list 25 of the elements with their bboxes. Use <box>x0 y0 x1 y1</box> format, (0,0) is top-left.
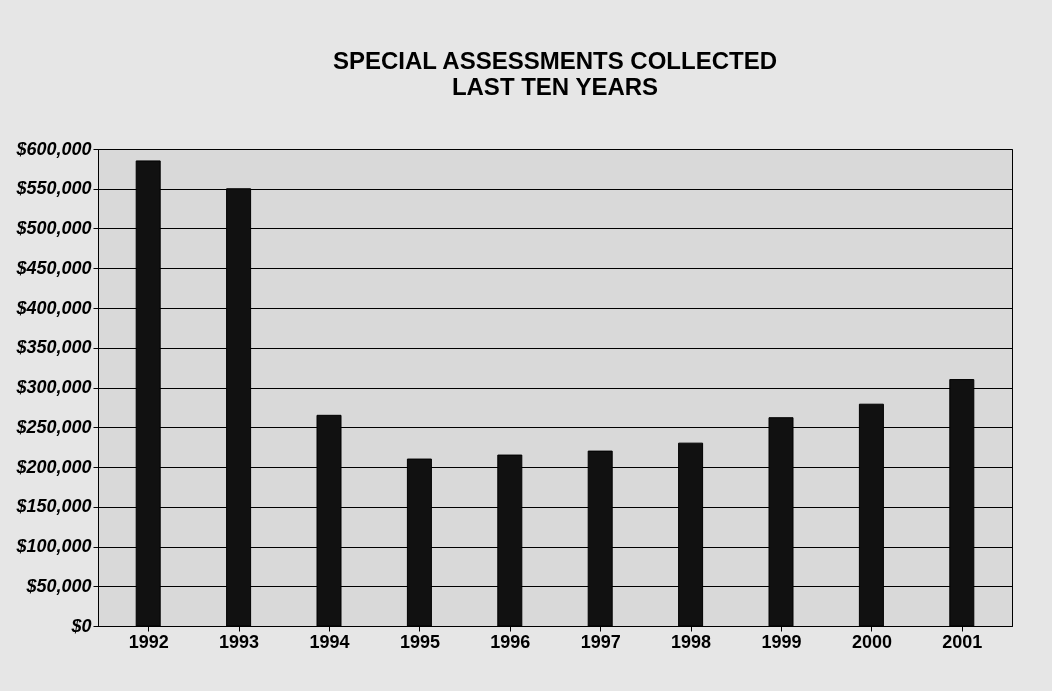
y-tick-label: $250,000 <box>15 416 92 437</box>
y-tick-label: $300,000 <box>15 377 92 397</box>
x-tick-label: 1994 <box>309 631 350 652</box>
x-tick-label: 1998 <box>671 631 712 652</box>
x-tick-label: 1992 <box>128 631 169 652</box>
y-tick-label: $50,000 <box>25 575 92 596</box>
y-tick-label: $500,000 <box>15 218 92 238</box>
y-tick-label: $400,000 <box>15 297 92 318</box>
x-tick-label: 1996 <box>490 631 531 652</box>
x-tick-label: 1999 <box>761 631 802 652</box>
y-tick-label: $0 <box>70 615 92 636</box>
y-tick-label: $550,000 <box>15 178 92 199</box>
text: SPECIAL ASSESSMENTS COLLECTED <box>332 47 778 74</box>
x-tick-label: 1997 <box>580 631 621 652</box>
x-tick-label: 1993 <box>219 631 260 652</box>
y-tick-label: $100,000 <box>15 536 92 556</box>
x-tick-label: 2000 <box>851 631 892 652</box>
y-tick-label: $450,000 <box>15 257 92 278</box>
x-tick-label: 1995 <box>399 631 440 652</box>
text: LAST TEN YEARS <box>451 73 659 100</box>
y-tick-label: $350,000 <box>15 337 92 358</box>
y-tick-label: $150,000 <box>15 496 92 517</box>
x-tick-label: 2001 <box>942 631 983 652</box>
y-tick-label: $600,000 <box>15 138 92 159</box>
y-tick-label: $200,000 <box>15 456 92 477</box>
